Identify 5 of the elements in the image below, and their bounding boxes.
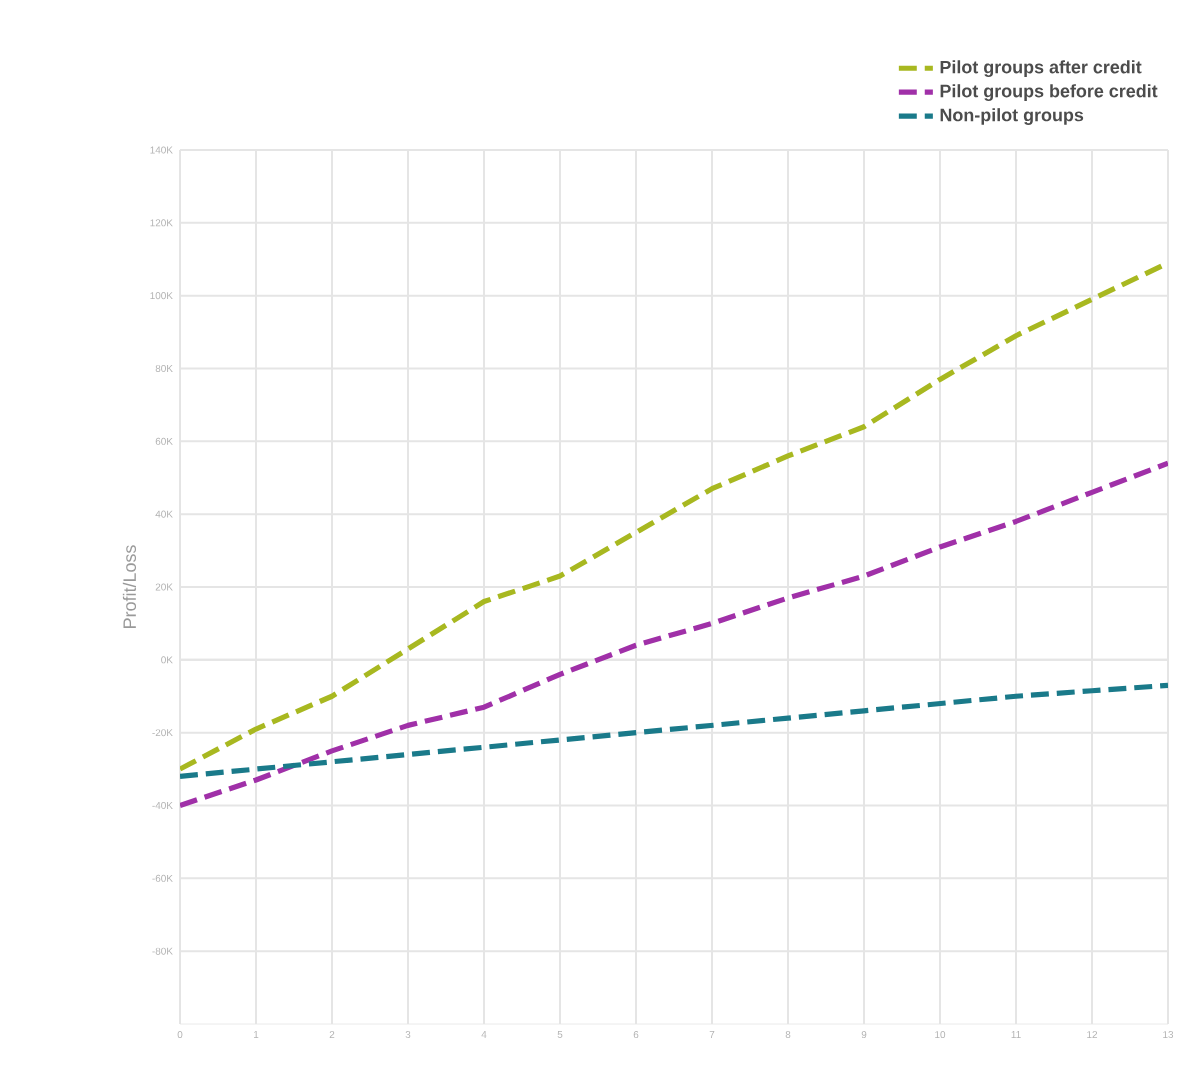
line-series xyxy=(180,460,1169,809)
y-axis-title: Profit/Loss xyxy=(122,545,137,628)
legend-label: Pilot groups after credit xyxy=(940,60,1142,78)
legend-label: Pilot groups before credit xyxy=(940,84,1158,102)
legend-label: Non-pilot groups xyxy=(940,108,1084,125)
